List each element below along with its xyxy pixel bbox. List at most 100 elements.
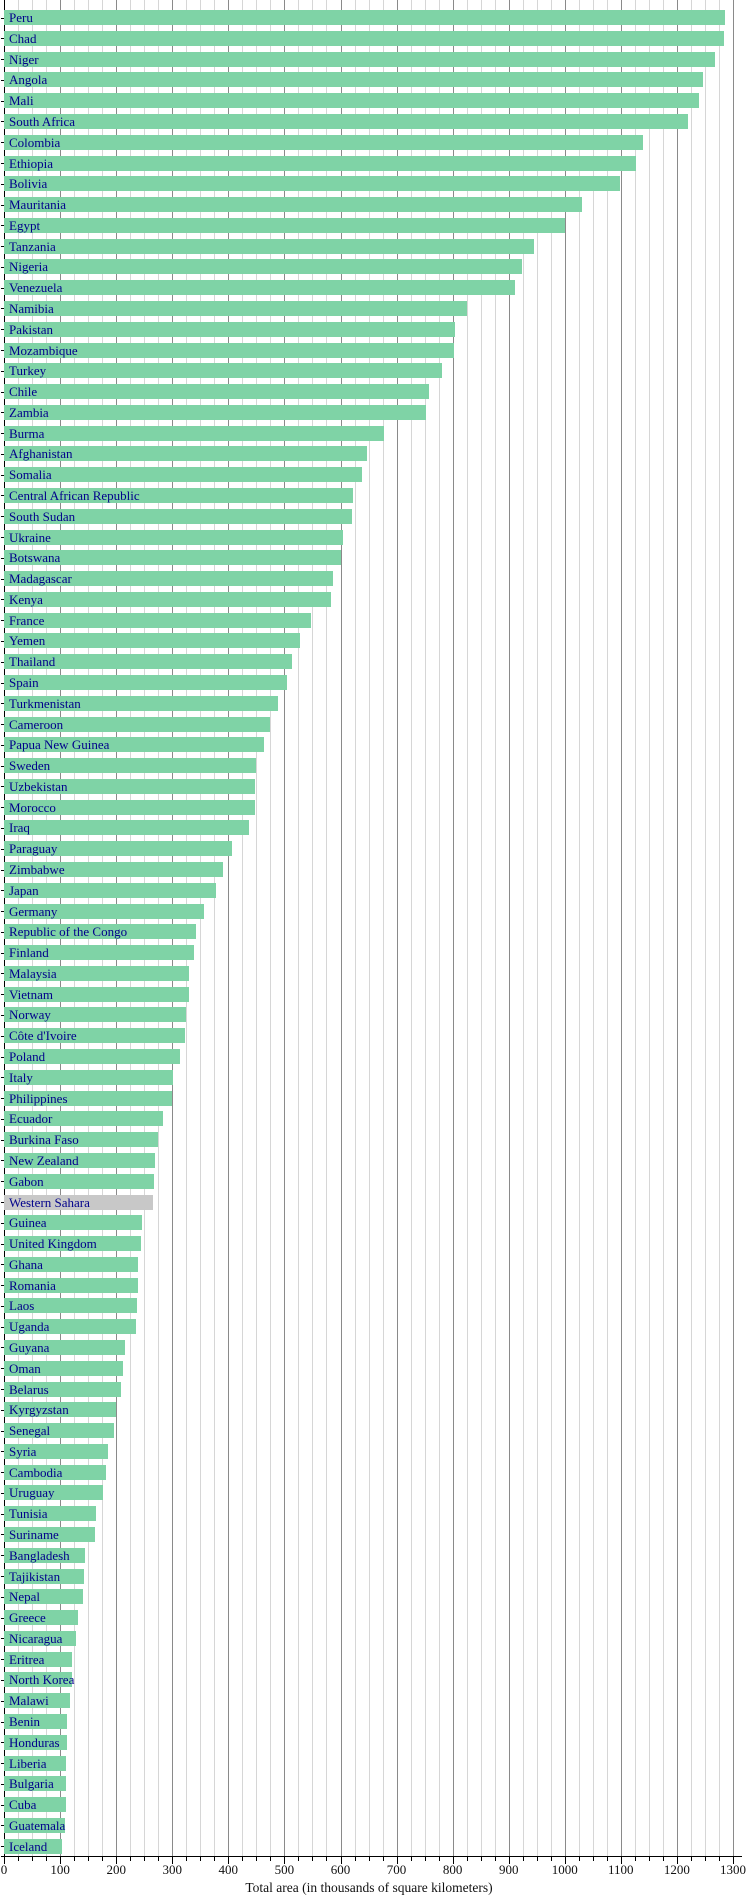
- bar-label: Cambodia: [9, 1464, 63, 1480]
- bar: Bangladesh: [4, 1547, 85, 1563]
- gridline-minor: [634, 0, 636, 1856]
- bar: Zimbabwe: [4, 862, 224, 877]
- x-tick: [298, 1857, 300, 1861]
- gridline-major: [340, 0, 342, 1856]
- bar: Suriname: [4, 1526, 96, 1542]
- x-tick: [424, 1857, 426, 1861]
- bar: Ghana: [4, 1256, 138, 1272]
- bar: Guyana: [4, 1339, 125, 1355]
- x-tick: [719, 1857, 720, 1861]
- x-tick: [102, 1857, 104, 1861]
- bar-label: Eritrea: [9, 1651, 45, 1667]
- bar: Oman: [4, 1360, 123, 1376]
- bar: Papua New Guinea: [4, 737, 264, 753]
- bar-label: Ghana: [9, 1256, 43, 1272]
- x-tick: [116, 1857, 118, 1864]
- x-tick: [354, 1857, 356, 1861]
- gridline-minor: [368, 0, 370, 1856]
- bar: Colombia: [4, 134, 643, 150]
- bar: Burma: [4, 425, 385, 441]
- y-tick: [1, 1222, 4, 1224]
- gridline-minor: [480, 0, 482, 1856]
- y-tick: [1, 890, 4, 892]
- gridline-minor: [298, 0, 300, 1856]
- y-tick: [1, 952, 4, 954]
- x-tick: [396, 1857, 398, 1864]
- bar: Côte d'Ivoire: [4, 1028, 185, 1044]
- bar: Tunisia: [4, 1506, 96, 1522]
- x-tick: [550, 1857, 552, 1861]
- y-tick: [1, 1035, 4, 1037]
- bar: Ukraine: [4, 529, 343, 545]
- gridline-minor: [536, 0, 538, 1856]
- y-tick: [1, 433, 4, 435]
- x-tick: [18, 1857, 19, 1861]
- bar: Guatemala: [4, 1817, 65, 1833]
- y-tick: [1, 973, 4, 975]
- gridline-minor: [578, 0, 580, 1856]
- bar: Madagascar: [4, 571, 334, 587]
- y-tick: [1, 1513, 4, 1515]
- y-tick: [1, 537, 4, 538]
- bar: New Zealand: [4, 1152, 155, 1168]
- y-tick: [1, 1202, 4, 1203]
- y-tick: [1, 994, 4, 996]
- bar-label: Chad: [9, 30, 37, 46]
- x-axis-line: [1, 1856, 742, 1857]
- y-tick: [1, 1534, 4, 1536]
- bar: Venezuela: [4, 280, 516, 296]
- bar: Afghanistan: [4, 446, 368, 462]
- y-tick: [1, 308, 4, 310]
- y-tick: [1, 1472, 4, 1474]
- bar: Philippines: [4, 1090, 173, 1106]
- y-tick: [1, 1825, 4, 1827]
- x-tick: [130, 1857, 132, 1861]
- bar-label: France: [9, 612, 45, 628]
- bar-label: New Zealand: [9, 1152, 79, 1168]
- bar-label: Central African Republic: [9, 487, 140, 503]
- x-tick-label: 100: [50, 1862, 70, 1877]
- x-tick: [676, 1857, 678, 1864]
- gridline-minor: [424, 0, 426, 1856]
- gridline-minor: [592, 0, 594, 1856]
- bar-label: Burkina Faso: [9, 1132, 79, 1148]
- x-tick: [705, 1857, 706, 1861]
- bar: Cameroon: [4, 716, 271, 732]
- gridline-minor: [719, 0, 720, 1856]
- bar-label: Côte d'Ivoire: [9, 1028, 77, 1044]
- x-tick: [172, 1857, 174, 1864]
- bar-label: Morocco: [9, 799, 56, 815]
- bar-label: Norway: [9, 1007, 51, 1023]
- bar-label: South Sudan: [9, 508, 76, 524]
- y-tick: [1, 412, 4, 414]
- gridline-minor: [494, 0, 496, 1856]
- x-tick: [592, 1857, 594, 1861]
- y-tick: [1, 1014, 4, 1016]
- x-tick: [74, 1857, 76, 1861]
- bar: Republic of the Congo: [4, 924, 196, 940]
- bar-label: Colombia: [9, 134, 61, 150]
- bar: Western Sahara: [4, 1194, 154, 1210]
- y-tick: [1, 1285, 4, 1287]
- x-tick: [32, 1857, 33, 1861]
- bar-label: Malaysia: [9, 965, 57, 981]
- bar: Uganda: [4, 1319, 137, 1335]
- bar: Central African Republic: [4, 487, 354, 503]
- x-tick-label: 1000: [551, 1862, 578, 1877]
- y-tick: [1, 350, 4, 351]
- bar-label: Uzbekistan: [9, 778, 68, 794]
- bar: Nicaragua: [4, 1630, 77, 1646]
- bar: Norway: [4, 1007, 186, 1023]
- x-tick-label: 800: [442, 1862, 463, 1877]
- bar-label: Laos: [9, 1298, 35, 1314]
- y-tick: [1, 121, 4, 123]
- bar-label: Afghanistan: [9, 446, 73, 462]
- x-tick: [312, 1857, 314, 1861]
- x-tick: [60, 1857, 62, 1864]
- y-tick: [1, 807, 4, 809]
- bar-label: Suriname: [9, 1526, 59, 1542]
- y-tick: [1, 765, 4, 767]
- bar-label: Botswana: [9, 550, 61, 566]
- bar: Zambia: [4, 404, 427, 420]
- y-tick: [1, 1160, 4, 1162]
